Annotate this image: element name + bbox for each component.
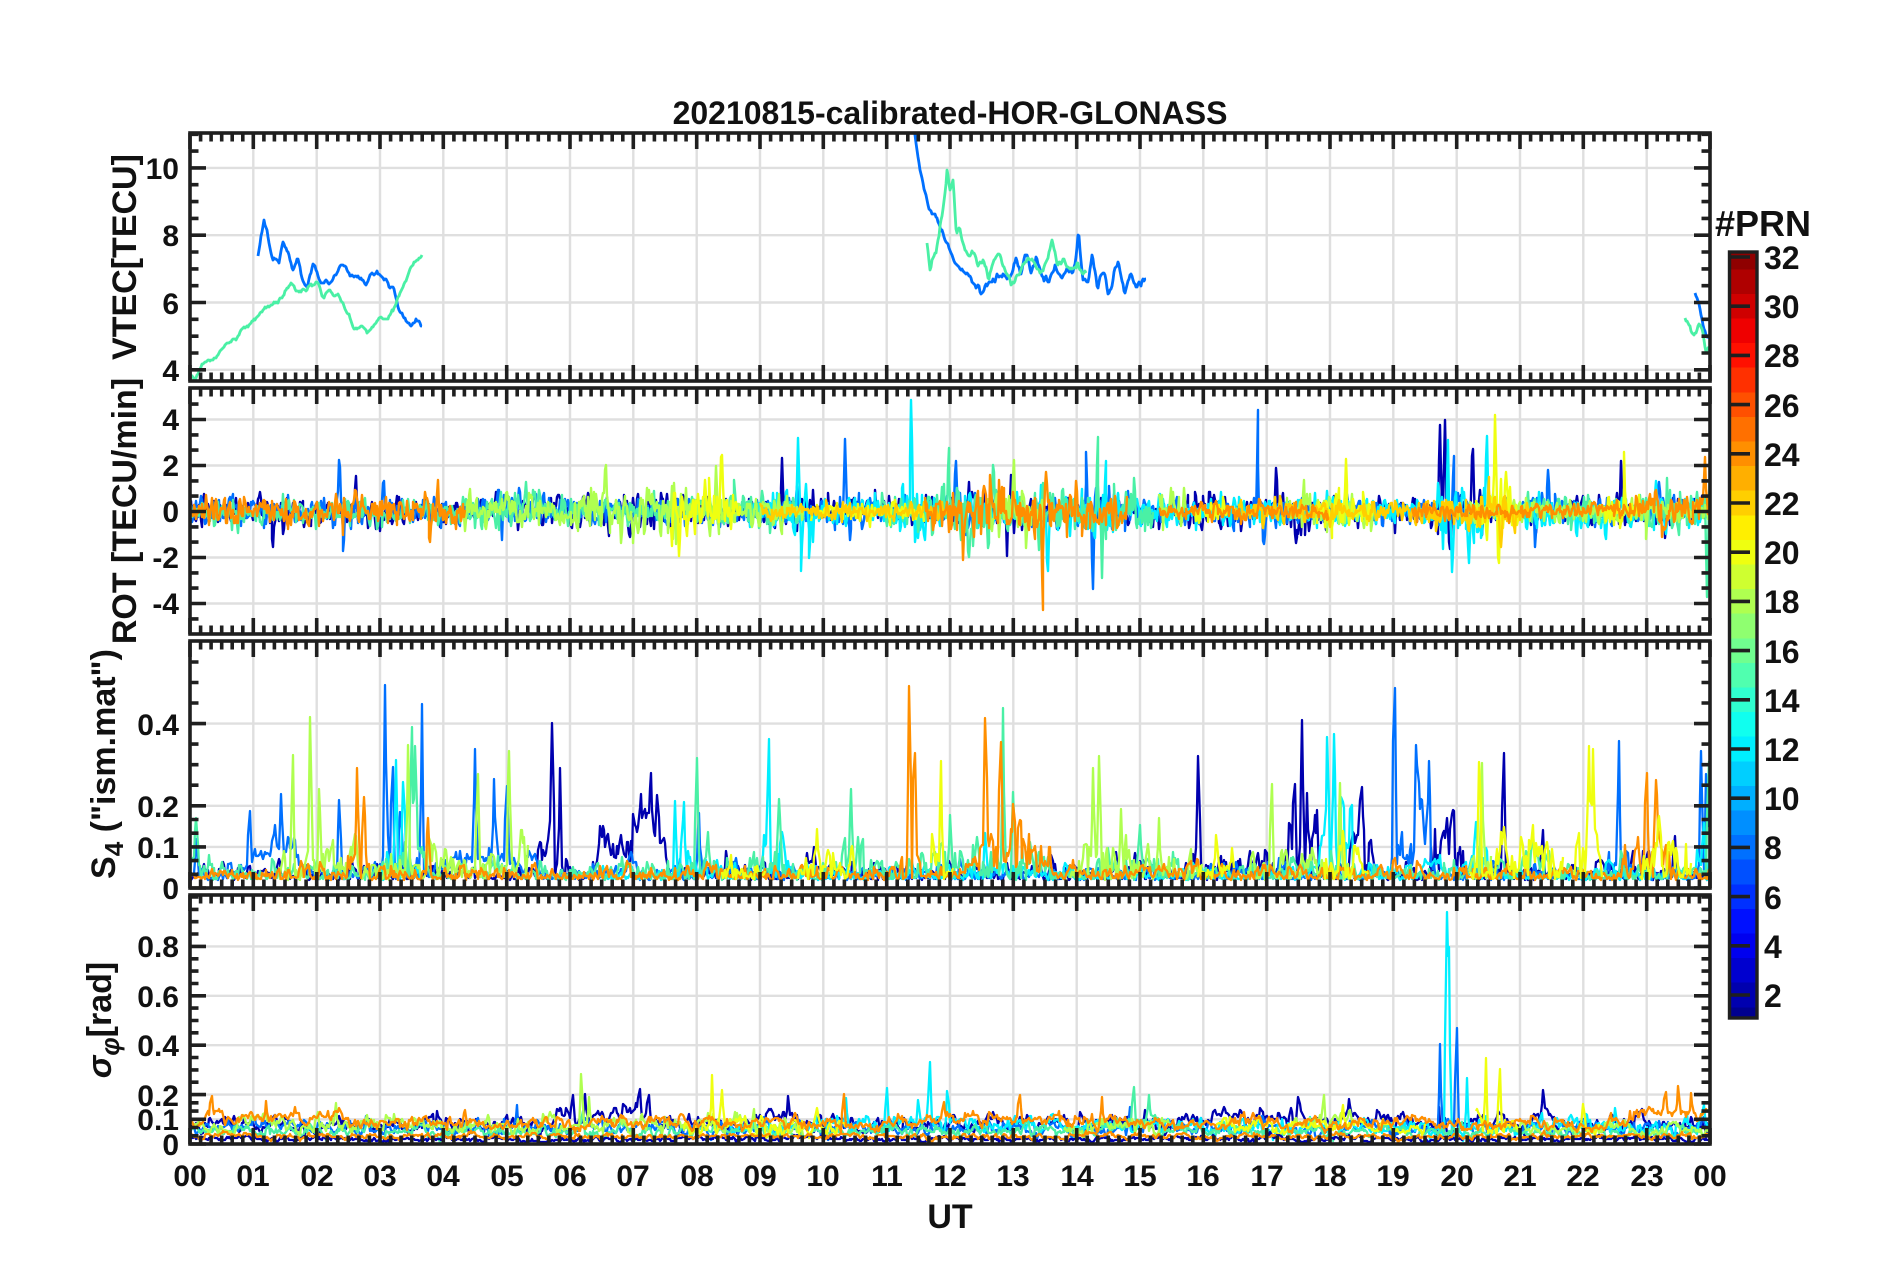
svg-text:12: 12 xyxy=(1764,732,1800,768)
svg-text:0.2: 0.2 xyxy=(137,1080,179,1113)
svg-text:13: 13 xyxy=(996,1160,1029,1193)
svg-text:0.1: 0.1 xyxy=(137,832,179,865)
svg-text:0.4: 0.4 xyxy=(137,1030,179,1063)
svg-text:σφ[rad]: σφ[rad] xyxy=(81,962,125,1078)
svg-text:01: 01 xyxy=(236,1160,269,1193)
svg-text:00: 00 xyxy=(1693,1160,1726,1193)
svg-text:28: 28 xyxy=(1764,338,1800,374)
svg-text:14: 14 xyxy=(1060,1160,1094,1193)
svg-text:18: 18 xyxy=(1313,1160,1346,1193)
svg-text:05: 05 xyxy=(490,1160,523,1193)
svg-text:20: 20 xyxy=(1440,1160,1473,1193)
svg-text:22: 22 xyxy=(1764,486,1800,522)
svg-text:S4 ("ism.mat"): S4 ("ism.mat") xyxy=(85,649,129,879)
svg-text:20: 20 xyxy=(1764,535,1800,571)
svg-text:10: 10 xyxy=(146,153,179,186)
svg-text:23: 23 xyxy=(1630,1160,1663,1193)
svg-text:0.2: 0.2 xyxy=(137,791,179,824)
svg-text:16: 16 xyxy=(1764,634,1800,670)
svg-text:-2: -2 xyxy=(152,542,179,575)
svg-text:21: 21 xyxy=(1503,1160,1536,1193)
svg-text:24: 24 xyxy=(1764,437,1800,473)
svg-text:0.4: 0.4 xyxy=(137,709,179,742)
svg-text:06: 06 xyxy=(553,1160,586,1193)
svg-text:30: 30 xyxy=(1764,289,1800,325)
svg-text:22: 22 xyxy=(1566,1160,1599,1193)
svg-text:15: 15 xyxy=(1123,1160,1156,1193)
svg-text:00: 00 xyxy=(173,1160,206,1193)
svg-text:0.1: 0.1 xyxy=(137,1104,179,1137)
svg-text:0: 0 xyxy=(162,873,179,906)
svg-text:8: 8 xyxy=(162,220,179,253)
svg-text:0: 0 xyxy=(162,496,179,529)
svg-text:10: 10 xyxy=(1764,781,1800,817)
svg-text:07: 07 xyxy=(616,1160,649,1193)
svg-text:2: 2 xyxy=(162,450,179,483)
svg-text:14: 14 xyxy=(1764,683,1800,719)
svg-text:-4: -4 xyxy=(152,588,179,621)
svg-text:0.6: 0.6 xyxy=(137,981,179,1014)
svg-text:6: 6 xyxy=(162,288,179,321)
svg-text:17: 17 xyxy=(1250,1160,1283,1193)
svg-text:6: 6 xyxy=(1764,880,1782,916)
svg-text:09: 09 xyxy=(743,1160,776,1193)
svg-text:0.8: 0.8 xyxy=(137,931,179,964)
svg-text:11: 11 xyxy=(871,1160,903,1193)
svg-text:4: 4 xyxy=(1764,929,1782,965)
svg-text:19: 19 xyxy=(1376,1160,1409,1193)
svg-text:VTEC[TECU]: VTEC[TECU] xyxy=(106,154,144,360)
svg-text:03: 03 xyxy=(363,1160,396,1193)
svg-text:16: 16 xyxy=(1186,1160,1219,1193)
svg-text:32: 32 xyxy=(1764,240,1800,276)
svg-text:8: 8 xyxy=(1764,830,1782,866)
svg-text:02: 02 xyxy=(300,1160,333,1193)
svg-text:04: 04 xyxy=(426,1160,460,1193)
svg-text:ROT [TECU/min]: ROT [TECU/min] xyxy=(106,378,144,644)
svg-text:4: 4 xyxy=(162,355,179,388)
svg-text:4: 4 xyxy=(162,404,179,437)
svg-text:20210815-calibrated-HOR-GLONAS: 20210815-calibrated-HOR-GLONASS xyxy=(673,95,1228,131)
svg-text:2: 2 xyxy=(1764,978,1782,1014)
svg-text:18: 18 xyxy=(1764,584,1800,620)
svg-text:10: 10 xyxy=(806,1160,839,1193)
svg-text:12: 12 xyxy=(933,1160,966,1193)
svg-text:08: 08 xyxy=(680,1160,713,1193)
svg-text:26: 26 xyxy=(1764,388,1800,424)
svg-text:0: 0 xyxy=(162,1129,179,1162)
svg-text:UT: UT xyxy=(927,1198,973,1236)
svg-text:#PRN: #PRN xyxy=(1715,203,1811,244)
